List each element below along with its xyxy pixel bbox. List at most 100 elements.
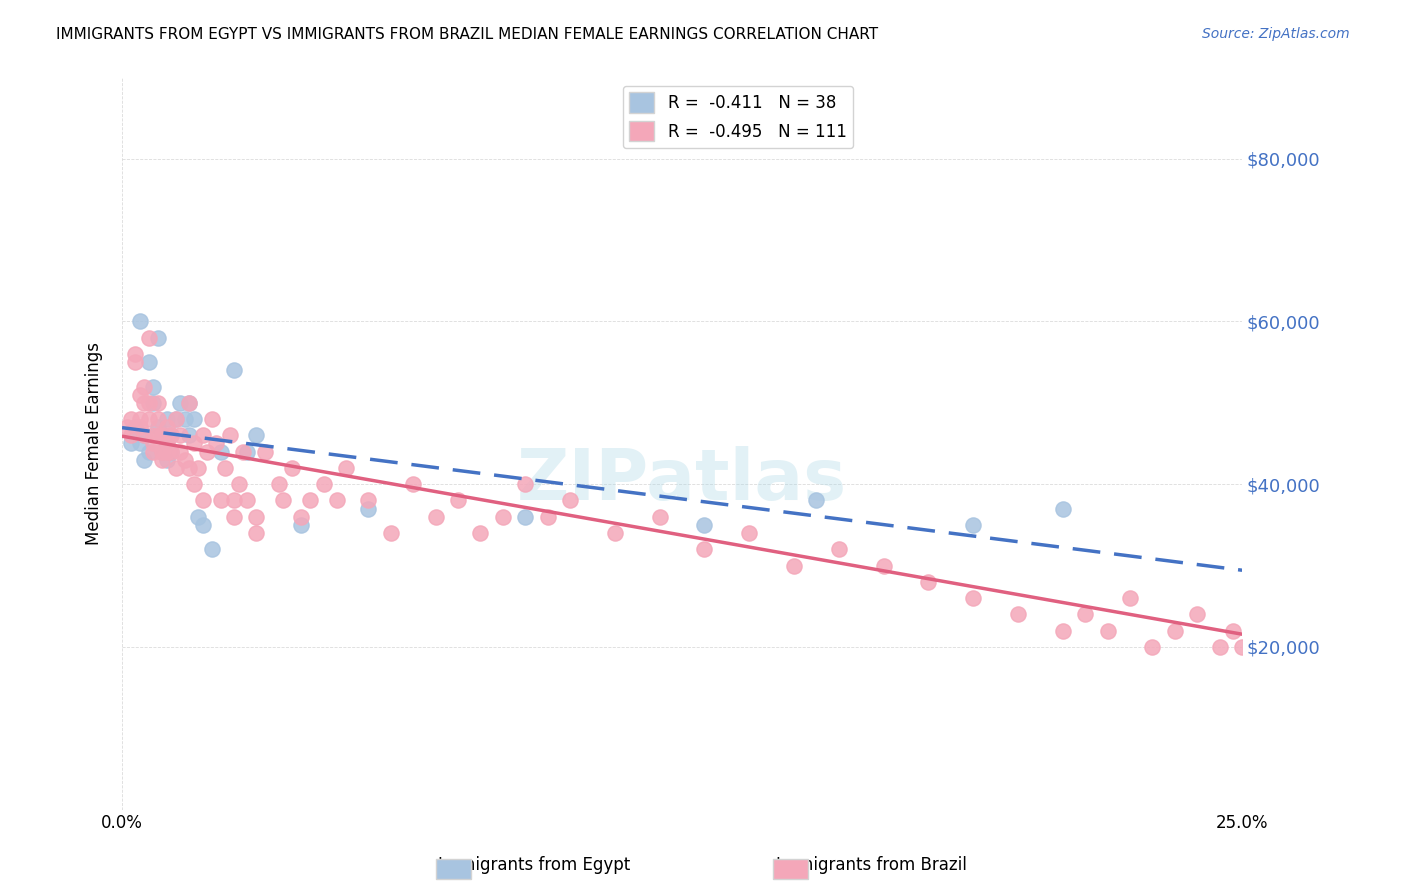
Point <box>179 396 201 410</box>
Point <box>156 444 179 458</box>
Point <box>209 444 232 458</box>
Point <box>209 493 232 508</box>
Point <box>222 363 245 377</box>
Point <box>254 444 277 458</box>
Point <box>120 412 142 426</box>
Point <box>150 444 173 458</box>
Point <box>1365 640 1388 654</box>
Point <box>124 420 146 434</box>
Point <box>124 347 146 361</box>
Point <box>150 452 173 467</box>
Point <box>245 428 267 442</box>
Point <box>187 509 209 524</box>
Point <box>245 525 267 540</box>
Point <box>402 477 425 491</box>
Point <box>1052 624 1074 638</box>
Point <box>1267 640 1289 654</box>
Point <box>156 412 179 426</box>
Point <box>214 461 236 475</box>
Point <box>492 509 515 524</box>
Point <box>201 542 224 557</box>
Point <box>187 461 209 475</box>
Point <box>828 542 851 557</box>
Point <box>142 396 165 410</box>
Point <box>1330 640 1353 654</box>
Point <box>191 493 214 508</box>
Point <box>1320 640 1343 654</box>
Point <box>115 420 138 434</box>
Point <box>160 444 183 458</box>
Point <box>273 493 295 508</box>
Point <box>917 574 939 589</box>
Point <box>357 501 380 516</box>
Point <box>138 444 160 458</box>
Point <box>150 428 173 442</box>
Point <box>142 428 165 442</box>
Point <box>236 444 259 458</box>
Point <box>179 428 201 442</box>
Point <box>873 558 896 573</box>
Point <box>1357 640 1379 654</box>
Point <box>173 452 195 467</box>
Point <box>183 477 205 491</box>
Point <box>183 412 205 426</box>
Text: ZIPatlas: ZIPatlas <box>517 446 848 515</box>
Point <box>129 412 152 426</box>
Point <box>179 461 201 475</box>
Point <box>1240 640 1263 654</box>
Point <box>603 525 626 540</box>
Point <box>357 493 380 508</box>
Point <box>1312 640 1334 654</box>
Point <box>515 477 537 491</box>
Legend: R =  -0.411   N = 38, R =  -0.495   N = 111: R = -0.411 N = 38, R = -0.495 N = 111 <box>623 86 853 148</box>
Point <box>205 436 228 450</box>
Point <box>962 517 984 532</box>
Point <box>169 396 191 410</box>
Point <box>146 396 169 410</box>
Point <box>120 436 142 450</box>
Point <box>1222 624 1244 638</box>
Point <box>146 331 169 345</box>
Text: Source: ZipAtlas.com: Source: ZipAtlas.com <box>1202 27 1350 41</box>
Point <box>191 428 214 442</box>
Point <box>138 412 160 426</box>
Point <box>693 542 716 557</box>
Point <box>1052 501 1074 516</box>
Point <box>693 517 716 532</box>
Point <box>165 461 187 475</box>
Point <box>1164 624 1187 638</box>
Point <box>962 591 984 605</box>
Point <box>201 412 224 426</box>
Point <box>1285 640 1308 654</box>
Point <box>232 444 254 458</box>
Point <box>142 379 165 393</box>
Point <box>1007 607 1029 622</box>
Point <box>129 436 152 450</box>
Y-axis label: Median Female Earnings: Median Female Earnings <box>86 342 103 545</box>
Point <box>129 314 152 328</box>
Point <box>1097 624 1119 638</box>
Point <box>160 444 183 458</box>
Point <box>806 493 828 508</box>
Point <box>245 509 267 524</box>
Point <box>1208 640 1230 654</box>
Point <box>537 509 560 524</box>
Point <box>1343 640 1365 654</box>
Point <box>1142 640 1164 654</box>
Point <box>183 436 205 450</box>
Point <box>142 444 165 458</box>
Point <box>142 436 165 450</box>
Point <box>134 396 156 410</box>
Point <box>1253 640 1275 654</box>
Point <box>156 420 179 434</box>
Point <box>138 396 160 410</box>
Point <box>138 331 160 345</box>
Point <box>169 444 191 458</box>
Text: Immigrants from Brazil: Immigrants from Brazil <box>776 856 967 874</box>
Point <box>380 525 402 540</box>
Point <box>783 558 806 573</box>
Point <box>312 477 335 491</box>
Point <box>738 525 761 540</box>
Point <box>281 461 304 475</box>
Point <box>146 428 169 442</box>
